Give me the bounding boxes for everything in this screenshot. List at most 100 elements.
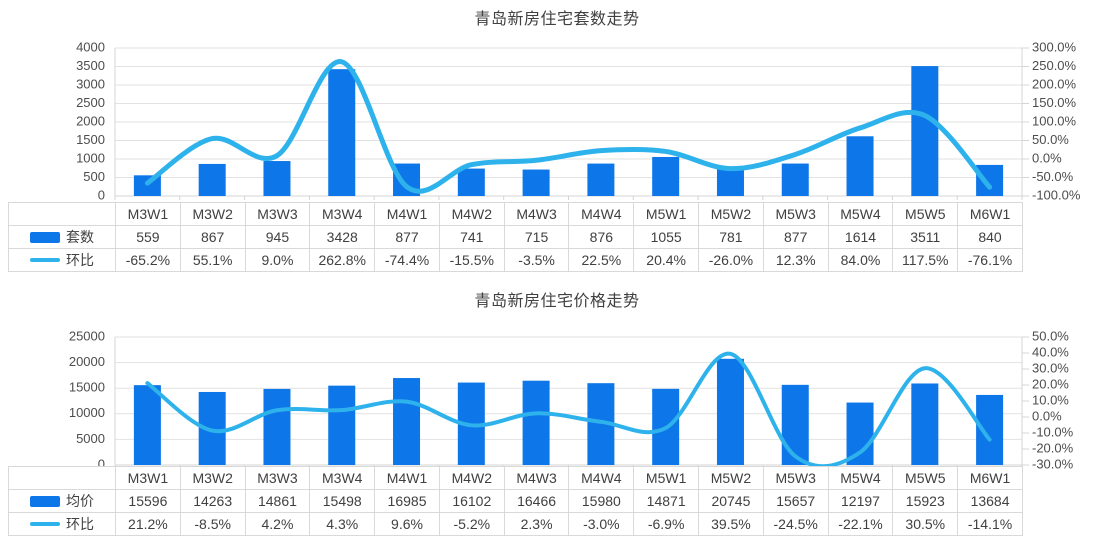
category-header: M3W3 bbox=[244, 202, 311, 226]
right-axis-tick-label: -50.0% bbox=[1032, 169, 1074, 184]
value-cell: 15923 bbox=[892, 489, 959, 513]
category-header: M5W4 bbox=[827, 466, 894, 490]
value-cell: 16985 bbox=[374, 489, 440, 513]
category-header: M4W1 bbox=[374, 202, 440, 226]
value-cell: 877 bbox=[374, 225, 440, 249]
bar bbox=[198, 163, 226, 196]
category-header: M3W4 bbox=[309, 202, 376, 226]
legend-label: 环比 bbox=[66, 252, 94, 268]
left-axis-tick-label: 20000 bbox=[69, 354, 105, 369]
bar bbox=[457, 168, 485, 196]
bar bbox=[328, 385, 356, 465]
pct-value-cell: 39.5% bbox=[698, 512, 764, 536]
pct-value-cell: 84.0% bbox=[827, 248, 894, 272]
left-axis-tick-label: 500 bbox=[83, 169, 105, 184]
right-axis-tick-label: 100.0% bbox=[1032, 113, 1077, 128]
pct-value-cell: 9.0% bbox=[244, 248, 311, 272]
left-axis-tick-label: 25000 bbox=[69, 328, 105, 343]
trend-line bbox=[145, 351, 992, 469]
category-header: M5W2 bbox=[698, 202, 764, 226]
left-axis-tick-label: 3000 bbox=[76, 76, 105, 91]
legend-cell: 环比 bbox=[8, 512, 116, 536]
bar bbox=[781, 384, 809, 465]
category-header: M3W1 bbox=[115, 466, 181, 490]
pct-value-cell: 21.2% bbox=[115, 512, 181, 536]
pct-value-cell: -26.0% bbox=[698, 248, 764, 272]
right-axis-tick-label: 50.0% bbox=[1032, 132, 1069, 147]
pct-value-cell: -3.5% bbox=[503, 248, 570, 272]
value-cell: 14861 bbox=[244, 489, 311, 513]
value-cell: 16466 bbox=[503, 489, 570, 513]
left-axis-tick-label: 5000 bbox=[76, 431, 105, 446]
legend-label: 均价 bbox=[66, 493, 94, 509]
value-cell: 945 bbox=[244, 225, 311, 249]
right-axis-tick-label: -30.0% bbox=[1032, 456, 1074, 471]
value-cell: 13684 bbox=[957, 489, 1023, 513]
pct-value-cell: -74.4% bbox=[374, 248, 440, 272]
value-cell: 20745 bbox=[698, 489, 764, 513]
left-axis-tick-label: 1000 bbox=[76, 150, 105, 165]
line-legend-swatch-icon bbox=[30, 258, 60, 262]
category-header: M3W2 bbox=[179, 466, 246, 490]
trend-line bbox=[144, 59, 993, 194]
bar bbox=[846, 136, 874, 196]
value-cell: 1055 bbox=[633, 225, 700, 249]
value-cell: 741 bbox=[438, 225, 505, 249]
category-header: M3W4 bbox=[309, 466, 376, 490]
right-axis-tick-label: -100.0% bbox=[1032, 187, 1081, 202]
pct-value-cell: -65.2% bbox=[115, 248, 181, 272]
pct-value-cell: -76.1% bbox=[957, 248, 1023, 272]
pct-value-cell: -3.0% bbox=[568, 512, 635, 536]
left-axis-tick-label: 0 bbox=[98, 187, 105, 202]
left-axis-tick-label: 15000 bbox=[69, 380, 105, 395]
right-axis-tick-label: 20.0% bbox=[1032, 376, 1069, 391]
category-header: M5W1 bbox=[633, 466, 700, 490]
bar bbox=[522, 169, 550, 196]
category-header: M5W4 bbox=[827, 202, 894, 226]
table-corner-cell bbox=[8, 466, 116, 490]
legend-cell: 均价 bbox=[8, 489, 116, 513]
value-cell: 15596 bbox=[115, 489, 181, 513]
units-data-table: M3W1 M3W2 M3W3 M3W4 M4W1 M4W2 M4W3 M4W4 M5W1 M5W2… bbox=[8, 202, 1023, 272]
price-chart-title: 青岛新房住宅价格走势 bbox=[474, 293, 640, 310]
units-chart-title: 青岛新房住宅套数走势 bbox=[474, 11, 640, 28]
category-header-row: M3W1 M3W2 M3W3 M3W4 M4W1 M4W2 M4W3 M4W4 M5W1 M5W2… bbox=[8, 202, 1023, 226]
category-header: M5W5 bbox=[892, 466, 959, 490]
bar bbox=[263, 161, 291, 196]
price-chart-canvas: 25000 20000 15000 10000 5000 0 50.0%40.0%30.0%… bbox=[69, 328, 1074, 471]
bar bbox=[393, 378, 421, 465]
category-header: M6W1 bbox=[957, 202, 1023, 226]
left-axis-tick-label: 2500 bbox=[76, 95, 105, 110]
bar bbox=[263, 388, 291, 465]
pct-value-cell: -24.5% bbox=[762, 512, 829, 536]
bar bbox=[976, 164, 1004, 196]
legend-label: 环比 bbox=[66, 516, 94, 532]
right-axis-tick-label: -20.0% bbox=[1032, 440, 1074, 455]
pct-value-cell: -22.1% bbox=[827, 512, 894, 536]
bar bbox=[781, 163, 809, 196]
bar-legend-swatch-icon bbox=[30, 232, 60, 243]
category-header: M5W3 bbox=[762, 466, 829, 490]
value-cell: 15980 bbox=[568, 489, 635, 513]
bar-series-row: 均价 15596 14263 14861 15498 16985 16102 16466 159… bbox=[8, 489, 1023, 513]
value-cell: 3511 bbox=[892, 225, 959, 249]
right-axis-tick-label: 0.0% bbox=[1032, 408, 1062, 423]
pct-value-cell: 30.5% bbox=[892, 512, 959, 536]
category-header: M5W1 bbox=[633, 202, 700, 226]
pct-value-cell: 12.3% bbox=[762, 248, 829, 272]
bar bbox=[846, 402, 874, 465]
price-data-table: M3W1 M3W2 M3W3 M3W4 M4W1 M4W2 M4W3 M4W4 M5W1 M5W2… bbox=[8, 466, 1023, 536]
bar bbox=[911, 383, 939, 465]
category-header: M3W1 bbox=[115, 202, 181, 226]
value-cell: 16102 bbox=[438, 489, 505, 513]
pct-value-cell: -8.5% bbox=[179, 512, 246, 536]
pct-value-cell: 55.1% bbox=[179, 248, 246, 272]
bar bbox=[522, 380, 550, 465]
bar-series-row: 套数 559 867 945 3428 877 741 715 876 1055 781 877 161… bbox=[8, 225, 1023, 249]
value-cell: 12197 bbox=[827, 489, 894, 513]
legend-cell: 套数 bbox=[8, 225, 116, 249]
category-header: M5W3 bbox=[762, 202, 829, 226]
line-legend-swatch-icon bbox=[30, 522, 60, 526]
right-axis-tick-label: 50.0% bbox=[1032, 328, 1069, 343]
